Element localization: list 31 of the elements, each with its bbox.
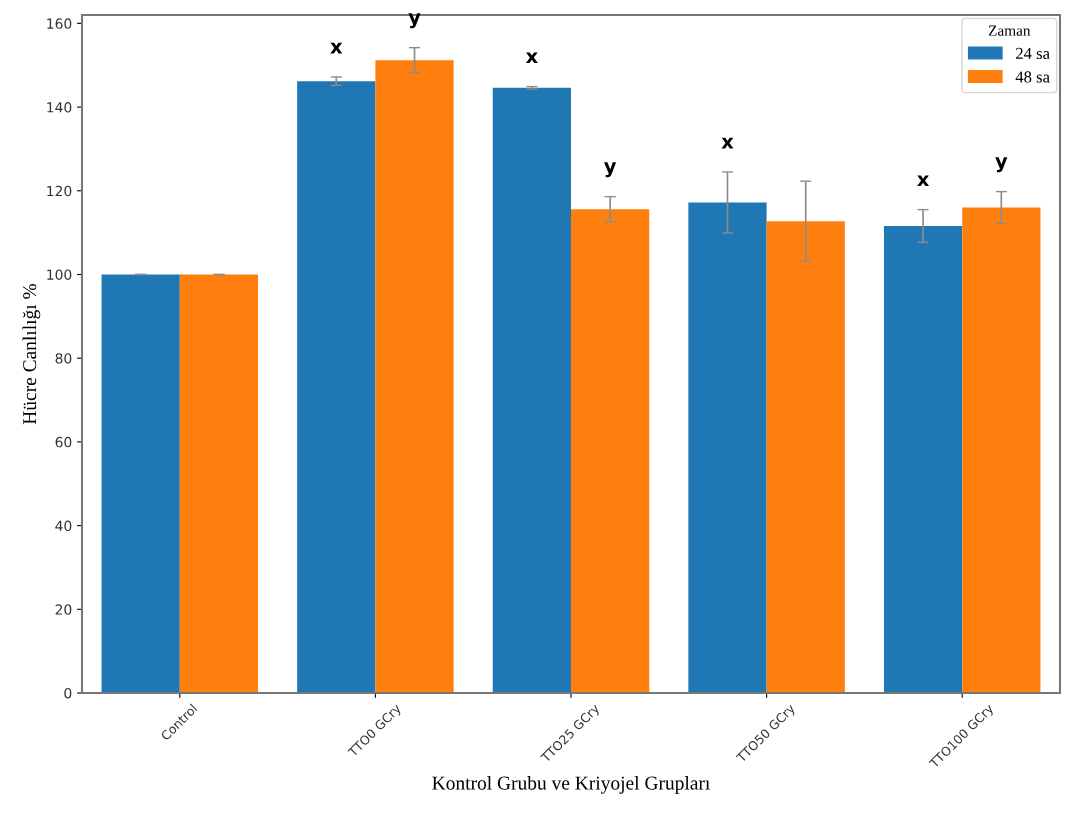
- bar: [766, 221, 845, 693]
- data-label: x: [525, 52, 538, 64]
- data-label: y: [408, 13, 421, 29]
- data-label: x: [330, 42, 343, 54]
- legend-label: 24 sa: [1016, 47, 1050, 60]
- y-tick-label: 60: [55, 436, 72, 448]
- bar: [962, 207, 1041, 693]
- data-label: x: [917, 175, 930, 187]
- bar: [101, 274, 180, 693]
- y-tick-label: 140: [47, 102, 72, 113]
- y-tick-label: 20: [55, 604, 72, 615]
- y-tick-label: 100: [47, 269, 72, 280]
- data-label: y: [995, 157, 1008, 173]
- data-label: y: [604, 162, 617, 178]
- bar: [297, 81, 376, 693]
- x-axis-title: Kontrol Grubu ve Kriyojel Grupları: [432, 776, 710, 794]
- bar: [179, 274, 259, 693]
- legend-label: 48 sa: [1015, 71, 1050, 83]
- y-axis-title: Hücre Canlılığı %: [22, 283, 41, 425]
- y-tick-label: 120: [47, 185, 72, 197]
- data-label: x: [721, 137, 734, 149]
- bar: [375, 60, 454, 693]
- y-tick-label: 80: [55, 353, 72, 364]
- y-tick-label: 160: [47, 18, 72, 29]
- legend-title: Zaman: [988, 25, 1031, 36]
- y-tick-label: 0: [64, 687, 72, 699]
- bar: [492, 87, 571, 693]
- bar: [883, 225, 963, 693]
- y-tick-label: 40: [55, 520, 72, 532]
- bar: [688, 202, 767, 693]
- bar: [571, 209, 650, 693]
